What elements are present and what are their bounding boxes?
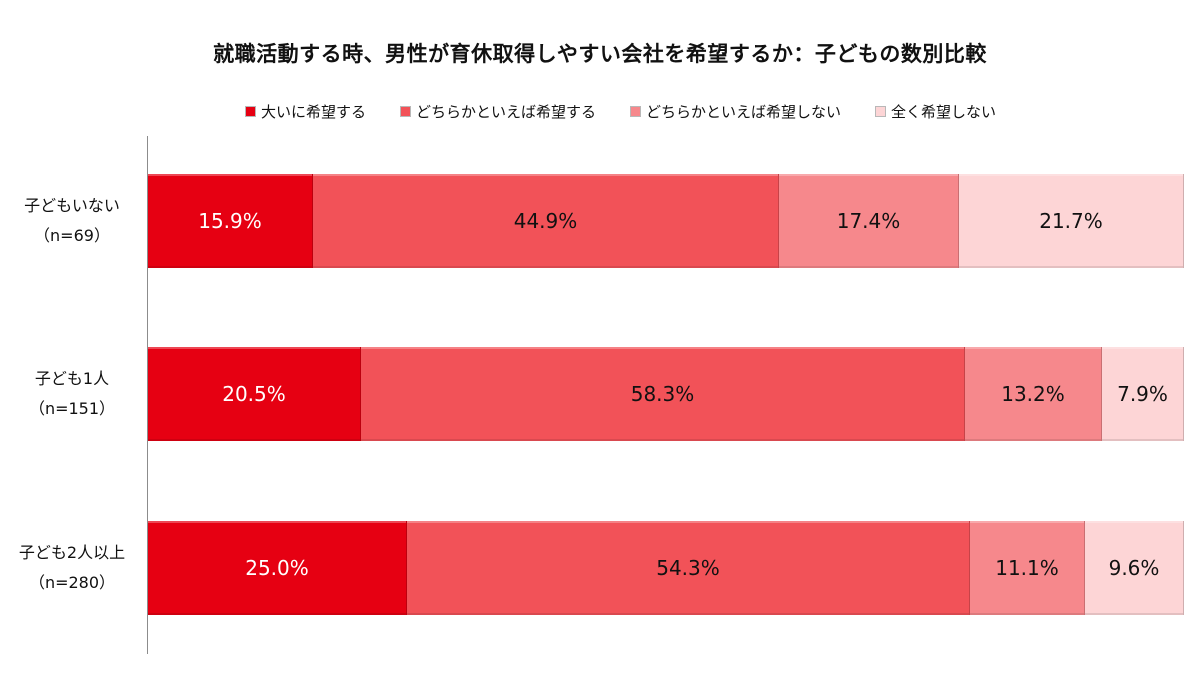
category-sample-size: （n=280） bbox=[28, 573, 116, 592]
data-label: 9.6% bbox=[1108, 556, 1160, 580]
bar-segment: 13.2% bbox=[965, 347, 1102, 441]
data-label: 58.3% bbox=[630, 382, 695, 406]
bar-segment: 11.1% bbox=[970, 521, 1085, 615]
bar-segment: 21.7% bbox=[959, 174, 1184, 268]
legend-label: 全く希望しない bbox=[891, 103, 997, 121]
category-label: 子ども1人 （n=151） bbox=[0, 364, 144, 424]
bar-segment: 7.9% bbox=[1102, 347, 1184, 441]
stacked-bar: 20.5% 58.3% 13.2% 7.9% bbox=[148, 347, 1184, 441]
data-label: 54.3% bbox=[656, 556, 720, 580]
category-name: 子ども2人以上 bbox=[18, 543, 126, 562]
data-label: 15.9% bbox=[198, 209, 262, 233]
data-label: 21.7% bbox=[1039, 209, 1103, 233]
data-label: 44.9% bbox=[513, 209, 578, 233]
legend-item: どちらかといえば希望しない bbox=[630, 101, 841, 122]
legend-swatch bbox=[400, 106, 412, 117]
data-label: 17.4% bbox=[836, 209, 901, 233]
data-label: 25.0% bbox=[245, 556, 309, 580]
data-label: 11.1% bbox=[995, 556, 1059, 580]
category-name: 子ども1人 bbox=[34, 369, 110, 388]
data-label: 13.2% bbox=[1001, 382, 1065, 406]
category-sample-size: （n=69） bbox=[34, 226, 110, 245]
category-name: 子どもいない bbox=[24, 196, 120, 215]
legend-label: 大いに希望する bbox=[261, 103, 367, 121]
stacked-bar: 15.9% 44.9% 17.4% 21.7% bbox=[148, 174, 1184, 268]
legend-label: どちらかといえば希望しない bbox=[646, 103, 842, 121]
legend-swatch bbox=[245, 106, 256, 117]
bar-segment: 25.0% bbox=[148, 521, 407, 615]
legend-label: どちらかといえば希望する bbox=[416, 103, 597, 121]
bar-segment: 9.6% bbox=[1085, 521, 1184, 615]
category-label: 子ども2人以上 （n=280） bbox=[0, 538, 144, 598]
bar-segment: 54.3% bbox=[407, 521, 970, 615]
category-label: 子どもいない （n=69） bbox=[0, 191, 144, 251]
legend-item: 大いに希望する bbox=[245, 101, 366, 122]
chart-title: 就職活動する時、男性が育休取得しやすい会社を希望するか：子どもの数別比較 bbox=[213, 42, 987, 66]
legend-swatch bbox=[630, 106, 642, 117]
legend-item: どちらかといえば希望する bbox=[400, 101, 596, 122]
bar-segment: 44.9% bbox=[313, 174, 779, 268]
category-sample-size: （n=151） bbox=[28, 399, 116, 418]
data-label: 20.5% bbox=[222, 382, 286, 406]
bar-segment: 20.5% bbox=[148, 347, 361, 441]
category-axis-line bbox=[147, 136, 148, 654]
legend-swatch bbox=[875, 106, 887, 117]
stacked-bar: 25.0% 54.3% 11.1% 9.6% bbox=[148, 521, 1184, 615]
legend-item: 全く希望しない bbox=[875, 101, 996, 122]
bar-segment: 17.4% bbox=[779, 174, 959, 268]
bar-segment: 58.3% bbox=[361, 347, 965, 441]
bar-segment: 15.9% bbox=[148, 174, 313, 268]
data-label: 7.9% bbox=[1117, 382, 1168, 406]
legend: 大いに希望する どちらかといえば希望する どちらかといえば希望しない 全く希望しない bbox=[245, 101, 1030, 122]
